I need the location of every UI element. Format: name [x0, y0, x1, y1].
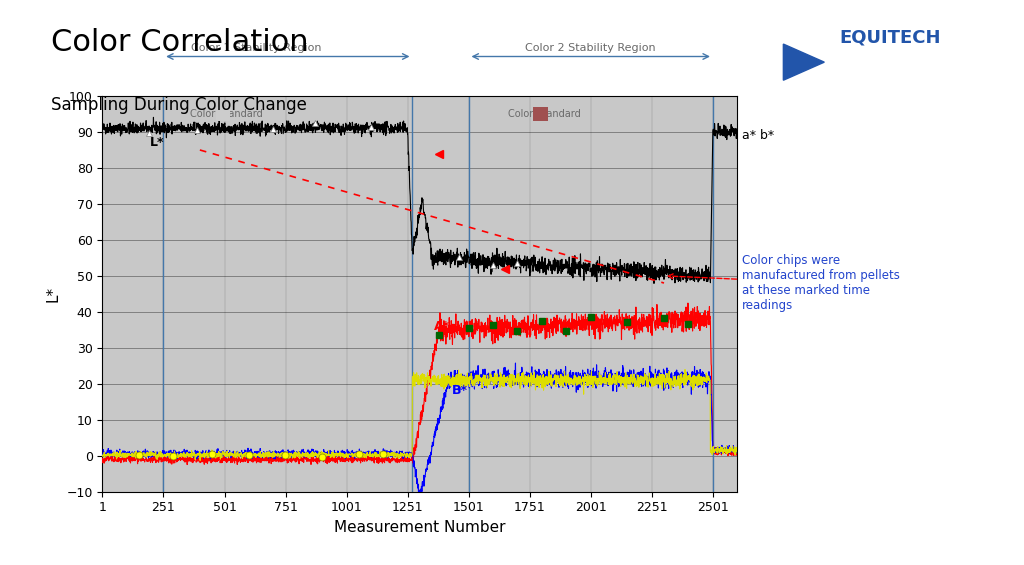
FancyBboxPatch shape	[216, 107, 230, 121]
X-axis label: Measurement Number: Measurement Number	[334, 520, 506, 535]
Text: Color chips were
manufactured from pellets
at these marked time
readings: Color chips were manufactured from pelle…	[669, 254, 900, 312]
Text: Color Standard: Color Standard	[508, 109, 581, 119]
Text: Color 1 Stability Region: Color 1 Stability Region	[190, 42, 322, 53]
Text: EQUITECH: EQUITECH	[840, 28, 941, 46]
Y-axis label: L*: L*	[46, 286, 60, 302]
Text: Sampling During Color Change: Sampling During Color Change	[51, 96, 307, 114]
Text: L*: L*	[150, 136, 164, 149]
FancyBboxPatch shape	[534, 107, 548, 121]
Text: Color Standard: Color Standard	[190, 109, 263, 119]
Text: A*: A*	[434, 320, 451, 333]
Text: Color Correlation: Color Correlation	[51, 28, 309, 57]
Text: Color 2 Stability Region: Color 2 Stability Region	[525, 42, 656, 53]
Polygon shape	[783, 44, 824, 80]
Text: a* b*: a* b*	[742, 129, 774, 142]
Text: B*: B*	[452, 384, 468, 397]
